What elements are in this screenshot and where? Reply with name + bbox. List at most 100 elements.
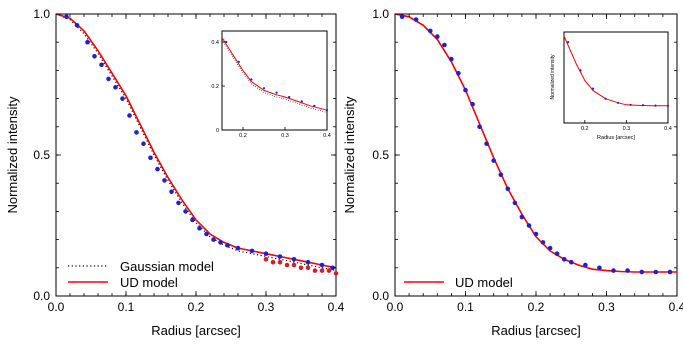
left-ticks: 0.0 0.1 0.2 0.3 0.4 0.0 0.5 1.0 xyxy=(33,7,344,314)
p1-series-1-point xyxy=(667,269,673,275)
x-tick-label: 0.0 xyxy=(48,300,65,314)
p1-series-1-point xyxy=(533,231,539,237)
right-inset-y-label: Normalized intensity xyxy=(550,54,556,100)
p1-series-1-point xyxy=(484,141,489,146)
p1-series-1-point xyxy=(413,17,419,22)
p1-series-1-point xyxy=(540,240,546,245)
x-tick-label: 0.4 xyxy=(328,300,345,314)
p1-inset-series-1-point xyxy=(629,103,632,106)
p1-series-1-point xyxy=(491,158,497,163)
p0-inset-series-2-point xyxy=(275,91,278,94)
left-inset-plot: 0.2 0.3 0.4 0 0.2 0.4 xyxy=(211,37,331,139)
p1-series-1-point xyxy=(435,34,440,39)
left-axes-frame xyxy=(55,13,337,297)
p1-series-1-point xyxy=(470,101,475,107)
p0-series-1-line xyxy=(55,13,337,269)
p0-inset-series-2-point xyxy=(262,87,266,90)
p1-series-0-line xyxy=(394,13,677,273)
p1-series-1-point xyxy=(561,257,567,262)
p1-inset-series-1-point xyxy=(666,104,670,107)
p1-series-1-point xyxy=(456,70,461,76)
p0-series-2-point xyxy=(211,237,216,242)
p0-series-2-point xyxy=(305,259,311,265)
left-x-axis-label: Radius [arcsec] xyxy=(151,323,241,338)
y-tick-label: 0.5 xyxy=(33,148,50,162)
right-inset-frame xyxy=(563,31,669,124)
p1-series-1-point xyxy=(653,269,659,275)
p0-series-2-point xyxy=(190,217,195,223)
inset-x-tick-label: 0.2 xyxy=(581,126,589,132)
p0-series-3-point xyxy=(298,265,304,271)
panel-right: 0.0 0.1 0.2 0.3 0.4 0.0 0.5 1.0 Radius [arcsec]… xyxy=(342,7,683,338)
inset-y-tick-label: 0 xyxy=(216,128,219,134)
p0-series-2-point xyxy=(162,178,167,183)
p0-inset-series-2-point xyxy=(225,40,228,44)
p0-series-3-point xyxy=(333,271,339,276)
left-y-axis-label: Normalized intensity xyxy=(5,96,20,214)
p0-inset-series-2-point xyxy=(250,78,253,81)
panel-left: 0.0 0.1 0.2 0.3 0.4 0.0 0.5 1.0 Radius [arcsec]… xyxy=(5,7,345,338)
p1-series-1-point xyxy=(526,223,532,228)
p1-series-1-point xyxy=(554,251,560,256)
p0-series-3-point xyxy=(312,268,318,273)
p0-inset-series-1-line xyxy=(221,39,328,113)
p1-series-1-point xyxy=(463,87,468,93)
p0-inset-series-2-point xyxy=(237,60,240,63)
p0-series-3-point xyxy=(277,259,283,265)
p0-series-2-point xyxy=(169,189,174,194)
p0-series-3-point xyxy=(305,265,311,271)
p0-series-2-point xyxy=(218,240,223,245)
p0-series-2-point xyxy=(235,245,241,251)
y-tick-label: 0.0 xyxy=(372,289,389,303)
right-inset-x-label: Radius [arcsec] xyxy=(597,135,635,141)
p1-inset-series-1-point xyxy=(641,104,645,107)
p0-series-3-point xyxy=(291,262,297,268)
right-plot-area xyxy=(394,13,677,275)
p0-series-2-point xyxy=(277,254,283,259)
p0-series-2-point xyxy=(127,113,132,118)
x-tick-label: 0.1 xyxy=(457,300,474,314)
p0-series-2-point xyxy=(74,23,80,28)
p1-inset-series-1-point xyxy=(617,101,620,104)
right-x-axis-label: Radius [arcsec] xyxy=(491,323,581,338)
inset-x-tick-label: 0.2 xyxy=(239,133,247,139)
p0-series-3-point xyxy=(284,262,290,268)
p0-series-2-point xyxy=(330,265,335,271)
p1-inset-series-1-point xyxy=(604,97,607,100)
y-tick-label: 1.0 xyxy=(33,7,50,21)
legend-ud-label: UD model xyxy=(120,275,178,290)
p0-series-2-point xyxy=(99,62,104,68)
p0-inset-series-2-point xyxy=(300,100,303,103)
p0-series-0-line xyxy=(55,13,337,272)
inset-x-tick-label: 0.4 xyxy=(323,133,331,139)
p1-series-1-point xyxy=(547,245,553,251)
inset-x-tick-label: 0.4 xyxy=(664,126,672,132)
p0-series-2-point xyxy=(176,200,181,206)
inset-y-tick-label: 0.2 xyxy=(211,84,219,90)
right-y-axis-label: Normalized intensity xyxy=(342,96,357,214)
y-tick-label: 1.0 xyxy=(372,7,389,21)
p1-series-1-point xyxy=(442,42,447,48)
p0-series-2-point xyxy=(225,242,230,248)
inset-x-tick-label: 0.3 xyxy=(623,126,631,132)
p0-series-3-point xyxy=(326,268,332,273)
p1-series-1-point xyxy=(498,172,504,177)
p0-series-2-point xyxy=(197,226,202,231)
p0-series-2-point xyxy=(155,166,160,172)
p0-series-2-point xyxy=(64,14,69,20)
x-tick-label: 0.1 xyxy=(118,300,135,314)
y-tick-label: 0.0 xyxy=(33,289,50,303)
p1-inset-series-0-line xyxy=(563,35,668,107)
p1-series-1-point xyxy=(519,214,525,220)
left-inset-frame xyxy=(221,30,328,131)
p0-series-3-point xyxy=(319,268,325,273)
p0-series-2-point xyxy=(113,85,118,90)
p0-inset-series-2-point xyxy=(288,95,291,99)
p1-inset-series-1-point xyxy=(654,104,657,107)
x-tick-label: 0.3 xyxy=(598,300,615,314)
right-inset-plot: 0.2 0.3 0.4 xyxy=(563,35,672,132)
p0-series-2-point xyxy=(319,262,325,268)
p0-series-2-point xyxy=(249,248,255,254)
p1-series-1-point xyxy=(505,186,511,192)
p1-series-1-point xyxy=(477,124,482,130)
